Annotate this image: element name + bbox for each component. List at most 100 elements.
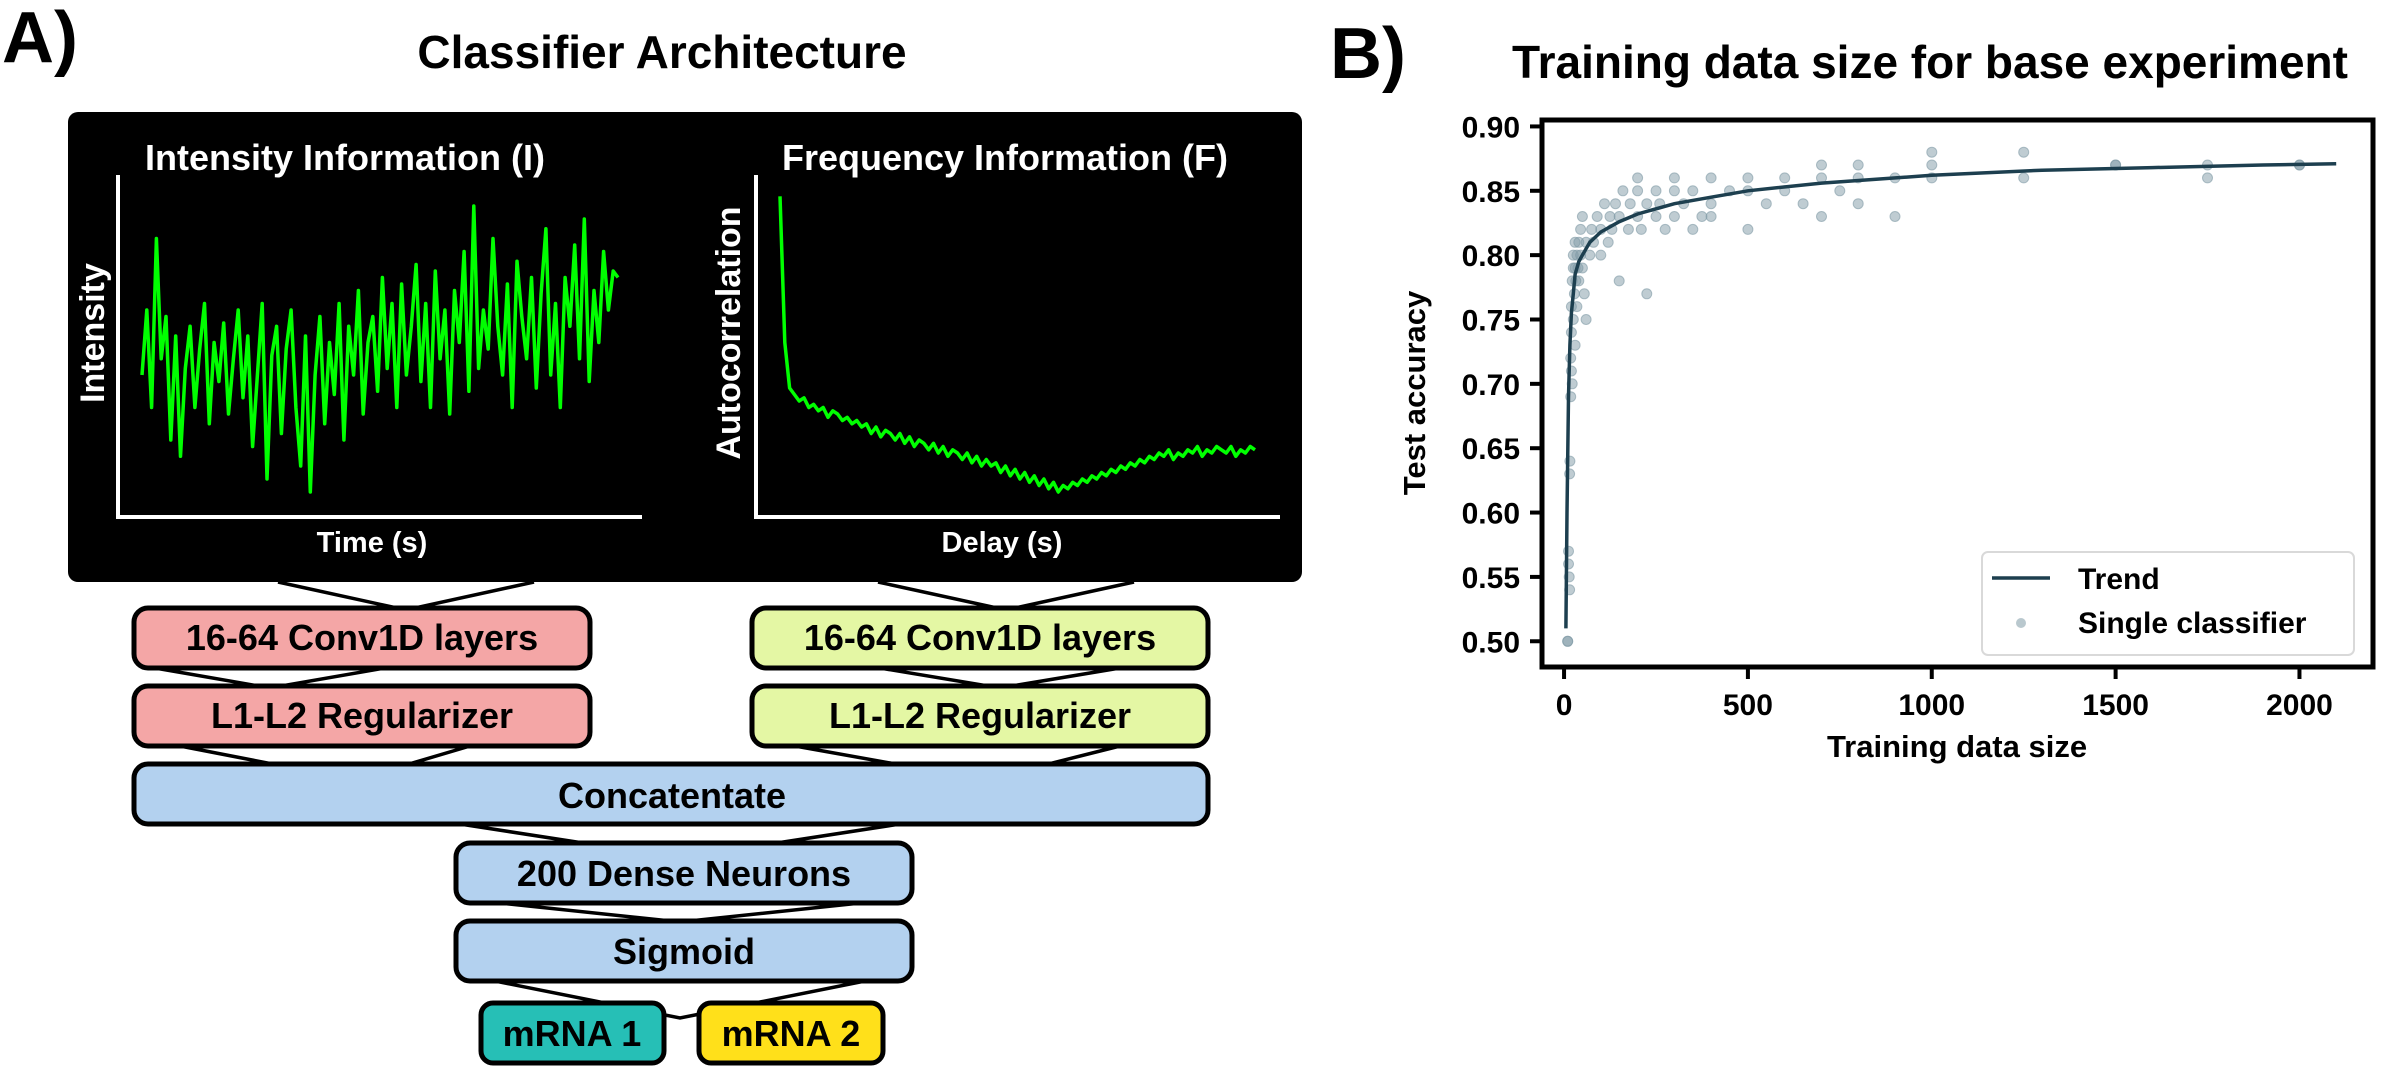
intensity-plot-axes bbox=[116, 175, 642, 519]
x-tick-label: 500 bbox=[1723, 689, 1773, 722]
scatter-point bbox=[1797, 198, 1809, 210]
y-axis-label: Test accuracy bbox=[1397, 290, 1432, 495]
scatter-point bbox=[1779, 172, 1791, 184]
scatter-point bbox=[1705, 211, 1717, 222]
architecture-title: Classifier Architecture bbox=[417, 26, 906, 78]
scatter-point bbox=[1852, 198, 1864, 210]
scatter-point bbox=[1650, 185, 1662, 197]
output-mrna1-box bbox=[478, 1000, 667, 1066]
trend-line bbox=[1564, 162, 2337, 629]
y-tick-label: 0.55 bbox=[1462, 562, 1520, 595]
scatter-point bbox=[2018, 172, 2030, 184]
y-tick-label: 0.50 bbox=[1462, 626, 1520, 659]
scatter-point bbox=[1696, 211, 1708, 222]
x-axis-label: Training data size bbox=[1827, 729, 2087, 764]
scatter-point bbox=[1602, 236, 1614, 248]
scatter-point bbox=[1687, 185, 1699, 197]
scatter-point bbox=[1604, 211, 1616, 222]
chart-legend bbox=[1981, 551, 2355, 656]
dense-box bbox=[453, 840, 915, 906]
scatter-point bbox=[1926, 159, 1938, 171]
y-tick-label: 0.85 bbox=[1462, 176, 1520, 209]
concatenate-box bbox=[131, 761, 1211, 827]
y-tick-label: 0.70 bbox=[1462, 369, 1520, 402]
sigmoid-label: Sigmoid bbox=[613, 931, 755, 972]
scatter-point bbox=[1617, 185, 1629, 197]
output-mrna2-label: mRNA 2 bbox=[722, 1013, 861, 1054]
x-tick-label: 1500 bbox=[2082, 689, 2149, 722]
intensity-plot-xlabel: Time (s) bbox=[317, 527, 428, 559]
scatter-point bbox=[1889, 211, 1901, 222]
scatter-point bbox=[1705, 172, 1717, 184]
y-axis-ticks: 0.50 0.55 0.60 0.65 0.70 0.75 0.80 0.85 0.90 bbox=[1462, 111, 1542, 659]
scatter-point bbox=[1687, 223, 1699, 235]
y-tick-label: 0.60 bbox=[1462, 498, 1520, 531]
intensity-plot-title: Intensity Information (I) bbox=[145, 137, 545, 178]
scatter-point bbox=[1613, 275, 1625, 287]
x-tick-label: 0 bbox=[1556, 689, 1573, 722]
scatter-point bbox=[1705, 198, 1717, 210]
scatter-point bbox=[1760, 198, 1772, 210]
scatter-point bbox=[1576, 211, 1588, 222]
scatter-point bbox=[1668, 211, 1680, 222]
scatter-point bbox=[1622, 223, 1634, 235]
scatter-point bbox=[1580, 314, 1592, 325]
x-tick-label: 1000 bbox=[1898, 689, 1965, 722]
x-axis-ticks: 0 500 1000 1500 2000 bbox=[1556, 667, 2333, 722]
intensity-signal-line bbox=[140, 204, 620, 494]
scatter-point bbox=[1659, 223, 1671, 235]
frequency-plot-axes bbox=[754, 175, 1280, 519]
scatter-point bbox=[1586, 223, 1598, 235]
frequency-plot-title: Frequency Information (F) bbox=[782, 137, 1228, 178]
legend-classifier-swatch bbox=[2016, 618, 2026, 628]
conv-right-box bbox=[749, 605, 1211, 671]
chart-frame bbox=[1539, 117, 2376, 670]
scatter-point bbox=[1610, 198, 1621, 210]
scatter-point bbox=[1641, 288, 1653, 300]
scatter-point bbox=[1575, 223, 1587, 235]
scatter-point bbox=[1742, 223, 1754, 235]
panel-a-label: A) bbox=[2, 0, 78, 78]
legend-classifier-label: Single classifier bbox=[2078, 607, 2307, 640]
scatter-point bbox=[1852, 159, 1864, 171]
scatter-point bbox=[1595, 249, 1607, 261]
scatter-point bbox=[1599, 198, 1610, 210]
conv-left-box bbox=[131, 605, 593, 671]
scatter-point bbox=[1632, 172, 1644, 184]
frequency-plot-xlabel: Delay (s) bbox=[942, 527, 1063, 559]
scatter-point bbox=[1742, 172, 1754, 184]
scatter-point bbox=[2018, 146, 2030, 158]
output-mrna1-label: mRNA 1 bbox=[503, 1013, 642, 1054]
scatter-point bbox=[1816, 211, 1827, 222]
dense-label: 200 Dense Neurons bbox=[517, 853, 851, 894]
regularizer-right-label: L1-L2 Regularizer bbox=[829, 695, 1131, 736]
frequency-plot-ylabel: Autocorrelation bbox=[710, 206, 748, 459]
x-tick-label: 2000 bbox=[2266, 689, 2333, 722]
conv-left-label: 16-64 Conv1D layers bbox=[186, 617, 538, 658]
scatter-point bbox=[1632, 185, 1644, 197]
scatter-point bbox=[1668, 172, 1680, 184]
scatter-point bbox=[1591, 211, 1603, 222]
chart-title: Training data size for base experiment bbox=[1512, 36, 2348, 88]
scatter-point bbox=[1816, 159, 1827, 171]
conv-right-label: 16-64 Conv1D layers bbox=[804, 617, 1156, 658]
scatter-point bbox=[1584, 249, 1596, 261]
sigmoid-box bbox=[453, 918, 915, 984]
scatter-point bbox=[1635, 223, 1647, 235]
scatter-point bbox=[1650, 211, 1662, 222]
output-mrna2-box bbox=[696, 1000, 886, 1066]
regularizer-left-box bbox=[131, 683, 593, 749]
y-tick-label: 0.90 bbox=[1462, 111, 1520, 144]
scatter-point bbox=[2202, 172, 2213, 184]
scatter-point bbox=[1668, 185, 1680, 197]
concatenate-label: Concatentate bbox=[558, 775, 786, 816]
scatter-point bbox=[1624, 198, 1636, 210]
legend-trend-label: Trend bbox=[2078, 563, 2160, 596]
scatter-point bbox=[1834, 185, 1846, 197]
y-tick-label: 0.75 bbox=[1462, 304, 1520, 337]
panel-b-label: B) bbox=[1330, 14, 1406, 94]
scatter-point bbox=[1641, 198, 1653, 210]
regularizer-left-label: L1-L2 Regularizer bbox=[211, 695, 513, 736]
scatter-point bbox=[1562, 635, 1574, 647]
scatter-point bbox=[1926, 146, 1938, 158]
